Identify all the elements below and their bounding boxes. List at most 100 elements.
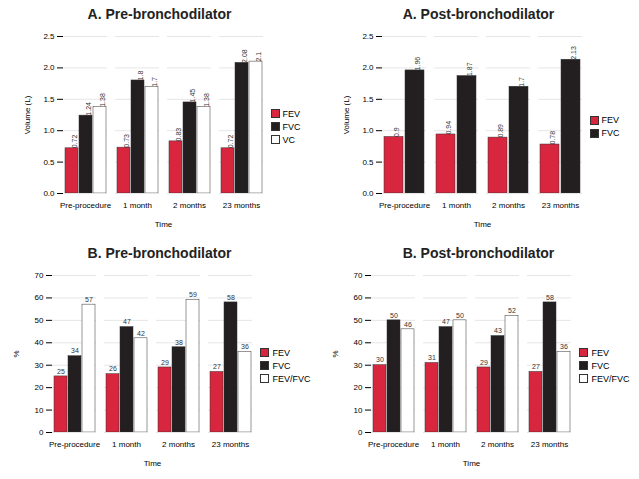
svg-text:46: 46 xyxy=(405,321,413,328)
svg-text:23 months: 23 months xyxy=(222,201,259,210)
svg-text:2.08: 2.08 xyxy=(241,49,248,63)
svg-text:0: 0 xyxy=(40,428,45,437)
svg-text:Time: Time xyxy=(473,220,491,229)
svg-text:2 months: 2 months xyxy=(482,440,515,449)
svg-text:40: 40 xyxy=(35,338,44,347)
svg-text:59: 59 xyxy=(190,291,198,298)
svg-text:1 month: 1 month xyxy=(442,201,471,210)
svg-text:50: 50 xyxy=(457,312,465,319)
svg-text:1.5: 1.5 xyxy=(43,95,55,104)
svg-text:43: 43 xyxy=(495,327,503,334)
svg-text:0.0: 0.0 xyxy=(362,189,374,198)
svg-text:29: 29 xyxy=(481,359,489,366)
svg-text:2.0: 2.0 xyxy=(43,63,55,72)
svg-text:38: 38 xyxy=(176,339,184,346)
svg-text:30: 30 xyxy=(35,361,44,370)
svg-text:Volume (L): Volume (L) xyxy=(23,95,32,134)
html-text:B. Post-bronchodilator: B. Post-bronchodilator xyxy=(402,245,555,261)
svg-text:42: 42 xyxy=(138,330,146,337)
svg-text:1.7: 1.7 xyxy=(151,77,158,87)
svg-text:10: 10 xyxy=(354,406,363,415)
svg-text:1.8: 1.8 xyxy=(137,71,144,81)
svg-text:26: 26 xyxy=(110,365,118,372)
svg-text:27: 27 xyxy=(214,363,222,370)
svg-text:2.13: 2.13 xyxy=(570,46,577,60)
svg-text:47: 47 xyxy=(443,318,451,325)
svg-text:20: 20 xyxy=(354,383,363,392)
svg-text:58: 58 xyxy=(547,294,555,301)
svg-text:Time: Time xyxy=(463,459,481,468)
svg-text:0.94: 0.94 xyxy=(445,121,452,135)
svg-text:52: 52 xyxy=(509,307,517,314)
svg-text:23 months: 23 months xyxy=(212,440,249,449)
svg-text:70: 70 xyxy=(35,271,44,280)
html-text:A. Pre-bronchodilator: A. Pre-bronchodilator xyxy=(87,6,232,22)
svg-text:36: 36 xyxy=(242,343,250,350)
html-text:B. Pre-bronchodilator: B. Pre-bronchodilator xyxy=(87,245,232,261)
svg-text:1 month: 1 month xyxy=(113,440,142,449)
svg-text:1.7: 1.7 xyxy=(518,77,525,87)
svg-text:Time: Time xyxy=(144,459,162,468)
svg-text:0.83: 0.83 xyxy=(175,128,182,142)
svg-text:1.5: 1.5 xyxy=(362,95,374,104)
svg-text:10: 10 xyxy=(35,406,44,415)
svg-text:2 months: 2 months xyxy=(163,440,196,449)
html-text:A. Post-bronchodilator: A. Post-bronchodilator xyxy=(402,6,555,22)
svg-text:0.72: 0.72 xyxy=(71,135,78,149)
svg-text:%: % xyxy=(13,350,22,357)
svg-text:0.5: 0.5 xyxy=(362,158,374,167)
svg-text:0.72: 0.72 xyxy=(227,135,234,149)
svg-text:25: 25 xyxy=(58,368,66,375)
svg-text:Pre-procedure: Pre-procedure xyxy=(49,440,101,449)
svg-text:2.1: 2.1 xyxy=(255,52,262,62)
svg-text:29: 29 xyxy=(162,359,170,366)
svg-text:57: 57 xyxy=(86,296,94,303)
svg-text:30: 30 xyxy=(354,361,363,370)
svg-text:47: 47 xyxy=(124,318,132,325)
svg-text:0.78: 0.78 xyxy=(549,131,556,145)
svg-text:1.0: 1.0 xyxy=(362,126,374,135)
svg-text:36: 36 xyxy=(561,343,569,350)
svg-text:2.5: 2.5 xyxy=(43,32,55,41)
svg-text:30: 30 xyxy=(377,356,385,363)
svg-text:1.38: 1.38 xyxy=(99,93,106,107)
svg-text:2 months: 2 months xyxy=(173,201,206,210)
svg-text:1.38: 1.38 xyxy=(203,93,210,107)
svg-text:34: 34 xyxy=(72,347,80,354)
svg-text:40: 40 xyxy=(354,338,363,347)
svg-text:Pre-procedure: Pre-procedure xyxy=(378,201,430,210)
svg-text:0.73: 0.73 xyxy=(123,134,130,148)
svg-text:0.9: 0.9 xyxy=(393,127,400,137)
svg-text:50: 50 xyxy=(35,316,44,325)
svg-text:70: 70 xyxy=(354,271,363,280)
svg-text:1.96: 1.96 xyxy=(414,57,421,71)
svg-text:1 month: 1 month xyxy=(123,201,152,210)
svg-text:60: 60 xyxy=(354,293,363,302)
svg-text:Volume (L): Volume (L) xyxy=(342,95,351,134)
svg-text:50: 50 xyxy=(391,312,399,319)
svg-text:1 month: 1 month xyxy=(432,440,461,449)
svg-text:2.5: 2.5 xyxy=(362,32,374,41)
svg-text:23 months: 23 months xyxy=(531,440,568,449)
svg-text:Pre-procedure: Pre-procedure xyxy=(59,201,111,210)
svg-text:27: 27 xyxy=(533,363,541,370)
svg-text:2 months: 2 months xyxy=(492,201,525,210)
svg-text:60: 60 xyxy=(35,293,44,302)
svg-text:%: % xyxy=(332,350,341,357)
svg-text:50: 50 xyxy=(354,316,363,325)
svg-text:Pre-procedure: Pre-procedure xyxy=(368,440,420,449)
svg-text:2.0: 2.0 xyxy=(362,63,374,72)
svg-text:1.87: 1.87 xyxy=(466,62,473,76)
svg-text:0.5: 0.5 xyxy=(43,158,55,167)
svg-text:58: 58 xyxy=(228,294,236,301)
svg-text:23 months: 23 months xyxy=(541,201,578,210)
svg-text:0: 0 xyxy=(359,428,364,437)
svg-text:Time: Time xyxy=(154,220,172,229)
svg-text:0.89: 0.89 xyxy=(497,124,504,138)
svg-text:0.0: 0.0 xyxy=(43,189,55,198)
svg-text:1.0: 1.0 xyxy=(43,126,55,135)
svg-text:1.24: 1.24 xyxy=(85,102,92,116)
svg-text:1.45: 1.45 xyxy=(189,89,196,103)
svg-text:31: 31 xyxy=(429,354,437,361)
svg-text:20: 20 xyxy=(35,383,44,392)
